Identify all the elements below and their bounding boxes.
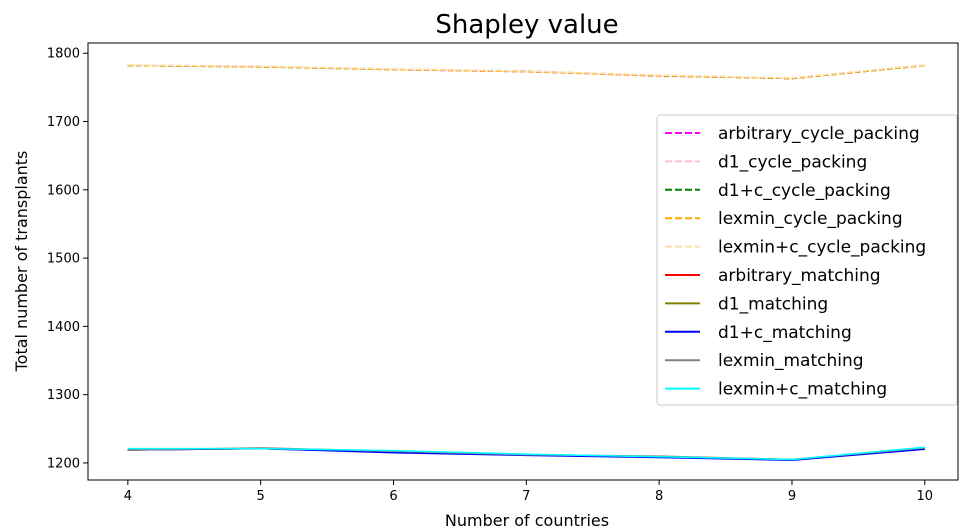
legend: arbitrary_cycle_packing d1_cycle_packingd… — [656, 114, 958, 406]
legend-box — [656, 114, 958, 406]
x-tick-label: 10 — [917, 489, 934, 504]
axes-frame — [87, 42, 959, 481]
legend-label: lexmin+c_cycle_packing — [718, 238, 926, 258]
x-tick-label: 7 — [522, 489, 530, 504]
y-tick-label: 1700 — [47, 115, 80, 130]
y-tick-label: 1400 — [47, 320, 80, 335]
x-tick-label: 5 — [257, 489, 265, 504]
x-axis-label: Number of countries — [445, 511, 609, 529]
legend-label: lexmin_cycle_packing — [718, 209, 903, 229]
legend-label: d1_cycle_packing — [718, 152, 867, 172]
x-tick-label: 8 — [655, 489, 663, 504]
y-axis: 1200 1300 1400 1500 1600 1700 1800 — [47, 47, 88, 471]
y-tick-label: 1200 — [47, 456, 80, 471]
series-line-lexmin+c_cycle_packing — [127, 64, 925, 79]
legend-label: lexmin_matching — [718, 351, 864, 371]
series-line-arbitrary_cycle_packing — [127, 64, 925, 80]
y-tick-label: 1600 — [47, 183, 80, 198]
x-tick-label: 4 — [124, 489, 132, 504]
plot-lines — [127, 64, 925, 461]
legend-label: d1_matching — [718, 294, 828, 314]
series-line-lexmin+c_matching — [127, 446, 925, 461]
legend-label: arbitrary_matching — [718, 266, 881, 286]
y-tick-label: 1800 — [47, 47, 80, 62]
y-tick-label: 1500 — [47, 252, 80, 267]
y-tick-label: 1300 — [47, 388, 80, 403]
x-axis: 4 5 6 7 8 9 10 — [124, 480, 933, 504]
x-tick-label: 9 — [788, 489, 796, 504]
series-line-d1_cycle_packing — [127, 64, 925, 79]
legend-label: d1+c_cycle_packing — [718, 181, 891, 201]
y-axis-label: Total number of transplants — [12, 151, 31, 373]
chart-title: Shapley value — [435, 10, 618, 40]
legend-label: d1+c_matching — [718, 323, 852, 343]
x-tick-label: 6 — [389, 489, 397, 504]
legend-label: arbitrary_cycle_packing — [718, 124, 920, 144]
series-line-d1+c_cycle_packing — [127, 64, 925, 80]
legend-label: lexmin+c_matching — [718, 380, 887, 400]
series-line-lexmin_cycle_packing — [127, 64, 925, 80]
